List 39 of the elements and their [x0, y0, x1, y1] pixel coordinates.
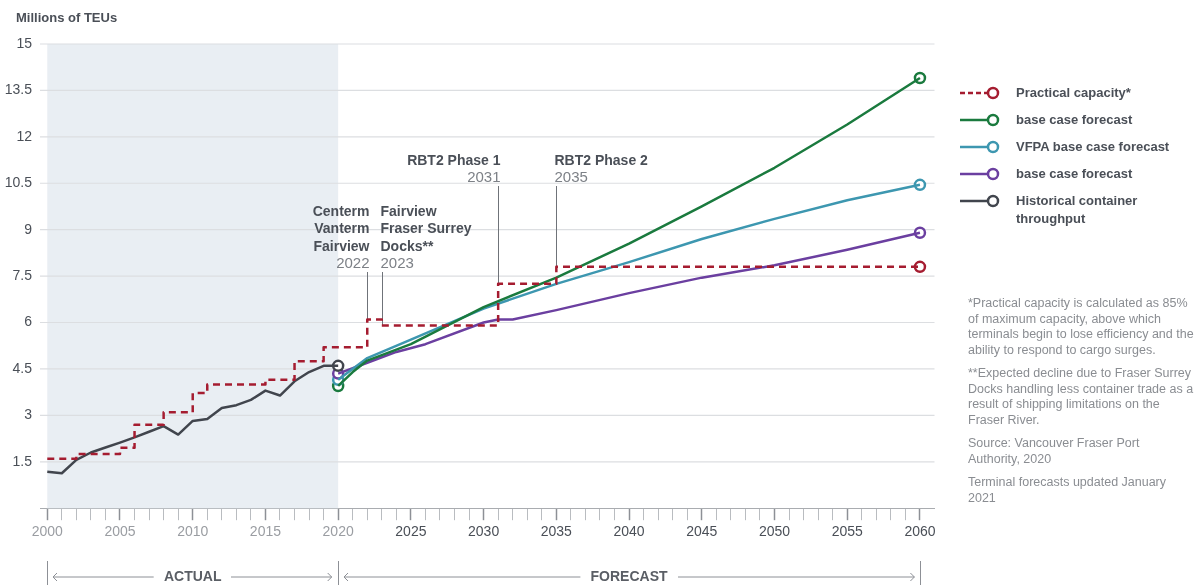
- x-tick-label: 2050: [758, 523, 791, 540]
- y-tick-label: 10.5: [4, 174, 33, 191]
- legend-label: Historical container throughput: [1016, 192, 1139, 228]
- x-tick-label: 2035: [540, 523, 573, 540]
- x-tick-label: 2045: [686, 523, 718, 540]
- x-tick-label: 2015: [249, 523, 282, 540]
- y-tick-label: 1.5: [12, 452, 33, 469]
- legend-label: base case forecast: [1016, 165, 1133, 183]
- y-tick-label: 7.5: [12, 266, 33, 283]
- legend-label: base case forecast: [1016, 111, 1133, 129]
- ref-line-label: Centerm Vanterm Fairview 2022: [312, 202, 370, 271]
- y-tick-label: 13.5: [4, 81, 33, 98]
- source-note: Source: Vancouver Fraser Port Authority, 2020: [968, 436, 1141, 467]
- y-tick-label: 3: [24, 406, 33, 423]
- x-tick-label: 2005: [104, 523, 136, 540]
- y-axis-title: Millions of TEUs: [16, 10, 118, 25]
- ref-line-label: RBT2 Phase 2 2035: [554, 151, 649, 185]
- x-tick-label: 2025: [395, 523, 427, 540]
- x-tick-label: 2030: [468, 523, 500, 540]
- x-tick-label: 2055: [831, 523, 864, 540]
- text: ACTUAL: [163, 568, 222, 585]
- ref-line-label: Fairview Fraser Surrey Docks** 2023: [380, 202, 472, 271]
- y-tick-label: 15: [16, 34, 33, 51]
- y-tick-label: 4.5: [12, 359, 33, 376]
- ref-line-label: RBT2 Phase 1 2031: [407, 151, 501, 185]
- x-tick-label: 2020: [322, 523, 354, 540]
- text: FORECAST: [590, 568, 668, 585]
- x-tick-label: 2040: [613, 523, 645, 540]
- x-tick-label: 2010: [177, 523, 209, 540]
- text: **Expected decline due to Fraser Surrey Docks handling less container trade as a result of shipping limitations on the Fraser River.: [968, 366, 1194, 428]
- text: Terminal forecasts updated January 2021: [968, 475, 1168, 506]
- legend-label: VFPA base case forecast: [1016, 138, 1170, 156]
- y-tick-label: 12: [16, 127, 33, 144]
- y-tick-label: 6: [24, 313, 33, 330]
- x-tick-label: 2060: [904, 523, 936, 540]
- y-tick-label: 9: [24, 220, 33, 237]
- text: *Practical capacity is calculated as 85% of maximum capacity, above which terminals begin to lose efficiency and the ability to respond to cargo surges.: [968, 296, 1194, 358]
- legend-label: Practical capacity*: [1016, 84, 1131, 102]
- x-tick-label: 2000: [31, 523, 64, 540]
